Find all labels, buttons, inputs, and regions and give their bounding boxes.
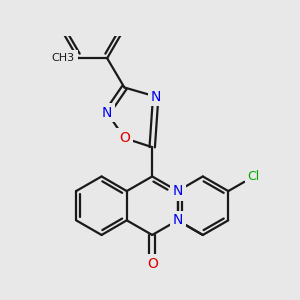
Text: O: O (147, 257, 158, 271)
Text: N: N (151, 90, 161, 104)
Text: CH3: CH3 (52, 53, 75, 63)
Text: O: O (119, 131, 130, 145)
Text: N: N (102, 106, 112, 120)
Text: Cl: Cl (248, 170, 260, 183)
Text: N: N (172, 213, 183, 227)
Text: N: N (172, 184, 183, 198)
